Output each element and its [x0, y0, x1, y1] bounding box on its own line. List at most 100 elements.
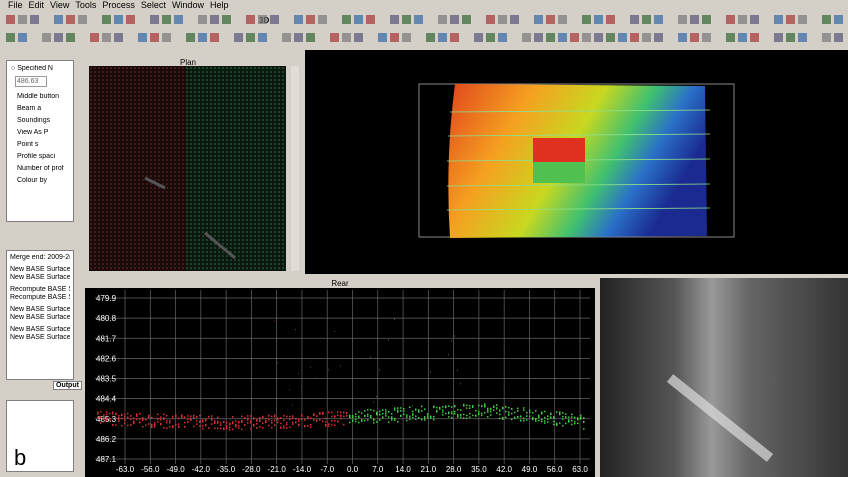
control-item[interactable]: Number of prof — [17, 165, 64, 172]
toolbar-button[interactable] — [798, 15, 807, 24]
toolbar-button[interactable] — [438, 15, 447, 24]
toolbar-button[interactable] — [306, 33, 315, 42]
menu-item[interactable]: File — [8, 0, 23, 10]
toolbar-button[interactable] — [54, 15, 63, 24]
toolbar-button[interactable] — [642, 15, 651, 24]
toolbar-button[interactable] — [282, 33, 291, 42]
toolbar-button[interactable] — [534, 33, 543, 42]
toolbar-button[interactable] — [126, 15, 135, 24]
control-item[interactable]: Colour by — [17, 177, 47, 184]
toolbar-button[interactable] — [642, 33, 651, 42]
toolbar-button[interactable] — [114, 33, 123, 42]
toolbar-button[interactable] — [258, 15, 267, 24]
control-item[interactable]: View As P — [17, 129, 49, 136]
depth-field[interactable]: 486.63 — [15, 76, 47, 87]
toolbar-button[interactable] — [426, 33, 435, 42]
toolbar-button[interactable] — [654, 33, 663, 42]
toolbar-button[interactable] — [150, 15, 159, 24]
toolbar-button[interactable] — [462, 15, 471, 24]
toolbar-button[interactable] — [606, 33, 615, 42]
toolbar-button[interactable] — [342, 15, 351, 24]
toolbar-button[interactable] — [150, 33, 159, 42]
toolbar-button[interactable] — [582, 15, 591, 24]
toolbar-button[interactable] — [822, 15, 831, 24]
control-item[interactable]: Soundings — [17, 117, 51, 124]
toolbar-button[interactable] — [558, 15, 567, 24]
toolbar-button[interactable] — [726, 33, 735, 42]
toolbar-button[interactable] — [450, 33, 459, 42]
output-tab[interactable]: Output — [53, 381, 82, 390]
toolbar-button[interactable] — [798, 33, 807, 42]
toolbar-button[interactable] — [102, 33, 111, 42]
menu-item[interactable]: Edit — [28, 0, 45, 10]
toolbar-button[interactable] — [138, 33, 147, 42]
toolbar-button[interactable] — [354, 33, 363, 42]
toolbar-button[interactable] — [702, 15, 711, 24]
toolbar-button[interactable] — [414, 15, 423, 24]
toolbar-button[interactable] — [162, 15, 171, 24]
menu-item[interactable]: Select — [140, 0, 166, 10]
toolbar-button[interactable] — [6, 15, 15, 24]
toolbar-button[interactable] — [294, 15, 303, 24]
menu-item[interactable]: Tools — [75, 0, 97, 10]
toolbar-button[interactable] — [786, 33, 795, 42]
toolbar-button[interactable] — [486, 15, 495, 24]
control-item[interactable]: Middle button — [17, 93, 60, 100]
toolbar-button[interactable] — [618, 33, 627, 42]
toolbar-button[interactable] — [66, 15, 75, 24]
toolbar-button[interactable] — [450, 15, 459, 24]
toolbar-button[interactable] — [726, 15, 735, 24]
toolbar-button[interactable] — [522, 33, 531, 42]
toolbar-button[interactable] — [390, 33, 399, 42]
toolbar-button[interactable] — [750, 15, 759, 24]
toolbar-button[interactable] — [210, 33, 219, 42]
toolbar-button[interactable] — [390, 15, 399, 24]
toolbar-button[interactable] — [498, 33, 507, 42]
menu-item[interactable]: Window — [171, 0, 204, 10]
toolbar-button[interactable] — [30, 15, 39, 24]
toolbar-button[interactable] — [690, 33, 699, 42]
toolbar-button[interactable] — [378, 33, 387, 42]
toolbar-button[interactable] — [486, 33, 495, 42]
toolbar-button[interactable] — [222, 15, 231, 24]
toolbar-button[interactable] — [654, 15, 663, 24]
toolbar-button[interactable] — [342, 33, 351, 42]
toolbar-button[interactable] — [546, 15, 555, 24]
toolbar-button[interactable] — [822, 33, 831, 42]
toolbar-button[interactable] — [738, 33, 747, 42]
toolbar-button[interactable] — [594, 33, 603, 42]
toolbar-button[interactable] — [834, 33, 843, 42]
toolbar-button[interactable] — [330, 33, 339, 42]
toolbar-button[interactable] — [498, 15, 507, 24]
toolbar-button[interactable] — [198, 33, 207, 42]
toolbar-button[interactable] — [246, 15, 255, 24]
toolbar-button[interactable] — [402, 15, 411, 24]
toolbar-button[interactable] — [438, 33, 447, 42]
toolbar-button[interactable] — [78, 15, 87, 24]
toolbar-button[interactable] — [774, 15, 783, 24]
toolbar-button[interactable] — [582, 33, 591, 42]
toolbar-button[interactable] — [786, 15, 795, 24]
toolbar-button[interactable] — [402, 33, 411, 42]
toolbar-button[interactable] — [42, 33, 51, 42]
menu-item[interactable]: View — [50, 0, 70, 10]
toolbar-button[interactable] — [570, 33, 579, 42]
toolbar-button[interactable] — [258, 33, 267, 42]
control-item[interactable]: Profile spaci — [17, 153, 56, 160]
toolbar-button[interactable] — [546, 33, 555, 42]
toolbar-button[interactable] — [558, 33, 567, 42]
toolbar-button[interactable] — [6, 33, 15, 42]
toolbar-button[interactable] — [534, 15, 543, 24]
control-item[interactable]: Beam a — [17, 105, 42, 112]
toolbar-button[interactable] — [366, 15, 375, 24]
menu-item[interactable]: Process — [102, 0, 135, 10]
toolbar-button[interactable] — [114, 15, 123, 24]
toolbar-button[interactable] — [702, 33, 711, 42]
toolbar-button[interactable] — [54, 33, 63, 42]
toolbar-button[interactable] — [510, 15, 519, 24]
toolbar-button[interactable] — [162, 33, 171, 42]
toolbar-button[interactable] — [90, 33, 99, 42]
toolbar-button[interactable] — [750, 33, 759, 42]
toolbar-button[interactable] — [66, 33, 75, 42]
toolbar-button[interactable] — [306, 15, 315, 24]
